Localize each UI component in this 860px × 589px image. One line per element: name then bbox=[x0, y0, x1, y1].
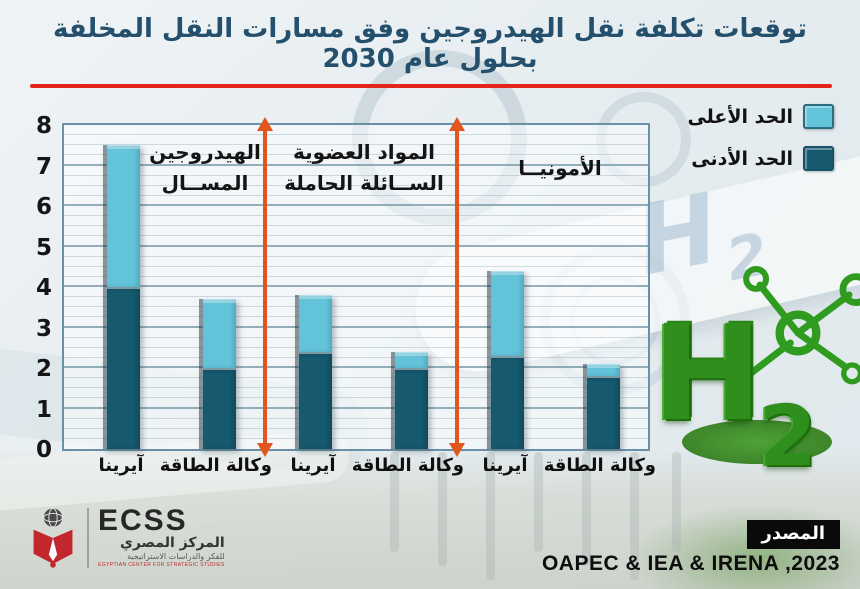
ecss-tagline-arabic: للفكر والدراسات الاستراتيجية bbox=[127, 552, 225, 561]
x-label-5: وكالة الطاقة bbox=[543, 455, 656, 476]
bar-segment-upper bbox=[202, 299, 236, 368]
y-tick-label: 2 bbox=[35, 356, 52, 382]
gridline-minor bbox=[64, 336, 648, 338]
gridline-minor bbox=[64, 387, 648, 389]
group-label-line: المســال bbox=[161, 171, 249, 195]
legend-label-lower-limit: الحد الأدنى bbox=[691, 147, 793, 170]
page-title: توقعات تكلفة نقل الهيدروجين وفق مسارات ا… bbox=[52, 14, 808, 74]
gridline-minor bbox=[64, 174, 648, 176]
gridline-minor bbox=[64, 265, 648, 267]
bar-segment-upper bbox=[106, 145, 140, 287]
chart-plot-area: الهيدروجين المســال المواد العضوية الســائل… bbox=[62, 117, 650, 457]
group-label-line: الأمونيــا bbox=[518, 156, 602, 180]
gridline-minor bbox=[64, 316, 648, 318]
gridline-major bbox=[64, 406, 648, 409]
y-tick-label: 6 bbox=[35, 194, 52, 220]
y-tick-label: 3 bbox=[35, 315, 52, 342]
gridline-minor bbox=[64, 427, 648, 429]
bar-1 bbox=[198, 299, 236, 449]
gridline-minor bbox=[64, 296, 648, 298]
gridline-minor bbox=[64, 194, 648, 196]
gridline-minor bbox=[64, 377, 648, 379]
source-text: OAPEC & IEA & IRENA ,2023 bbox=[541, 552, 840, 575]
gridline-minor bbox=[64, 235, 648, 237]
gridline-minor bbox=[64, 397, 648, 399]
x-axis: آيرينا وكالة الطاقة آيرينا وكالة الطاقة آيري… bbox=[62, 455, 657, 489]
group-label-0: الهيدروجين المســال bbox=[110, 137, 300, 199]
bar-segment-upper bbox=[586, 363, 620, 377]
gridline-major bbox=[64, 366, 648, 368]
gridline-major bbox=[64, 325, 648, 328]
gridline-major bbox=[64, 285, 648, 287]
y-tick-label: 5 bbox=[35, 234, 52, 261]
gridline-major bbox=[64, 204, 648, 206]
group-label-line: الســائلة الحاملة bbox=[284, 171, 444, 195]
red-divider-line bbox=[30, 84, 832, 88]
gridline-minor bbox=[64, 255, 648, 257]
ecss-name-arabic: المركز المصري bbox=[120, 535, 225, 551]
group-label-line: المواد العضوية bbox=[293, 140, 435, 164]
bar-segment-lower bbox=[202, 368, 236, 449]
ecss-tagline-english: EGYPTIAN CENTER FOR STRATEGIC STUDIES bbox=[98, 562, 225, 568]
legend-label-upper-limit: الحد الأعلى bbox=[687, 105, 793, 128]
h2-grass-logo: H2 bbox=[652, 297, 817, 485]
legend: الحد الأعلى الحد الأدنى bbox=[687, 104, 834, 188]
gridline-minor bbox=[64, 144, 648, 146]
gridline-minor bbox=[64, 417, 648, 419]
bar-segment-lower bbox=[106, 287, 140, 449]
bar-3 bbox=[390, 351, 428, 449]
bar-2 bbox=[294, 295, 332, 449]
group-label-line: الهيدروجين bbox=[149, 140, 261, 164]
gridline-major bbox=[64, 163, 648, 166]
bar-segment-lower bbox=[298, 351, 332, 449]
ecss-acronym: ECSS bbox=[98, 504, 188, 537]
legend-swatch-lower-limit bbox=[803, 146, 834, 171]
group-label-1: المواد العضوية الســائلة الحاملة bbox=[269, 137, 459, 199]
bar-segment-lower bbox=[490, 355, 524, 449]
bar-segment-upper bbox=[298, 295, 332, 352]
ecss-emblem-icon bbox=[33, 507, 73, 568]
bar-segment-lower bbox=[394, 368, 428, 449]
bar-segment-upper bbox=[394, 351, 428, 368]
gridline-minor bbox=[64, 356, 648, 358]
bar-4 bbox=[486, 270, 524, 449]
y-axis: 0 1 2 3 4 5 6 7 8 bbox=[18, 113, 52, 463]
group-label-2: الأمونيــا bbox=[465, 153, 655, 184]
legend-item-lower-limit: الحد الأدنى bbox=[687, 146, 834, 171]
ecss-divider bbox=[87, 508, 89, 568]
legend-swatch-upper-limit bbox=[803, 104, 834, 129]
gridline-minor bbox=[64, 275, 648, 277]
legend-item-upper-limit: الحد الأعلى bbox=[687, 104, 834, 129]
gridline-minor bbox=[64, 154, 648, 156]
gridline-minor bbox=[64, 346, 648, 348]
arrow-head-up bbox=[257, 117, 273, 131]
x-label-3: وكالة الطاقة bbox=[351, 455, 464, 476]
gridline-minor bbox=[64, 215, 648, 217]
y-tick-label: 1 bbox=[35, 396, 52, 423]
bar-0 bbox=[102, 145, 140, 449]
gridline-major bbox=[64, 244, 648, 247]
gridline-minor bbox=[64, 134, 648, 136]
bar-segment-upper bbox=[490, 270, 524, 356]
y-tick-label: 4 bbox=[35, 275, 52, 301]
bar-segment-lower bbox=[586, 376, 620, 449]
gridline-minor bbox=[64, 306, 648, 308]
y-tick-label: 8 bbox=[35, 113, 52, 139]
gridline-minor bbox=[64, 184, 648, 186]
y-tick-label: 0 bbox=[35, 437, 52, 463]
y-tick-label: 7 bbox=[35, 153, 52, 180]
source-badge: المصدر bbox=[746, 520, 840, 549]
bar-5 bbox=[582, 363, 620, 449]
gridline-minor bbox=[64, 225, 648, 227]
gridline-minor bbox=[64, 437, 648, 439]
x-label-1: وكالة الطاقة bbox=[159, 455, 272, 476]
arrow-head-up bbox=[449, 117, 465, 131]
ecss-logo: ECSS المركز المصري للفكر والدراسات الاست… bbox=[28, 506, 225, 570]
